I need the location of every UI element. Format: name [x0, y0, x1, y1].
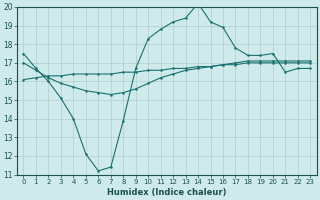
X-axis label: Humidex (Indice chaleur): Humidex (Indice chaleur): [107, 188, 227, 197]
